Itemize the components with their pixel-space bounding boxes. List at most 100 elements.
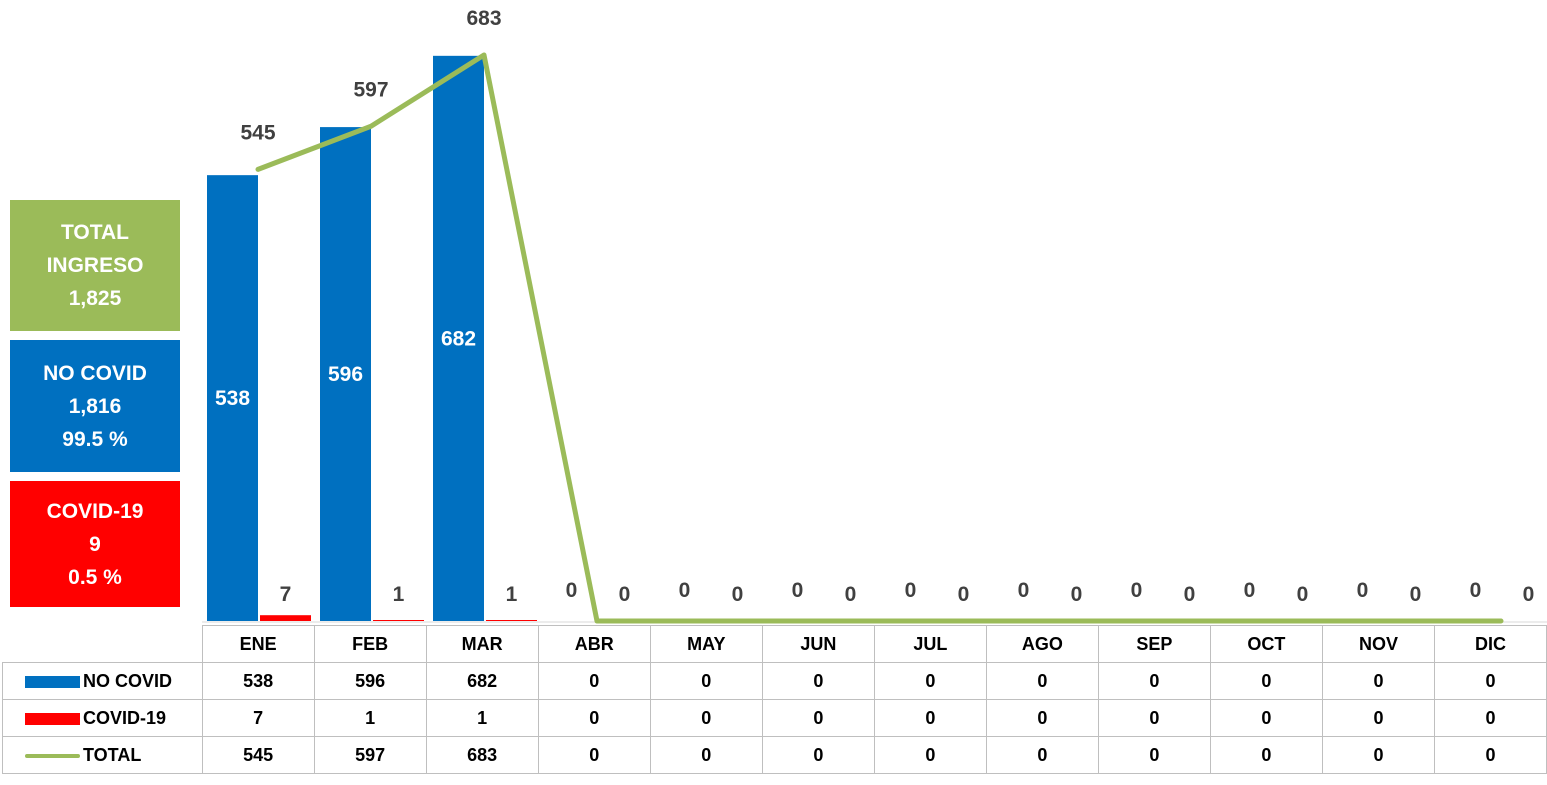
table-header-feb: FEB xyxy=(313,625,427,663)
table-cell: 0 xyxy=(873,662,987,700)
table-header-nov: NOV xyxy=(1321,625,1435,663)
table-cell: 0 xyxy=(873,699,987,737)
table-cell: 538 xyxy=(201,662,315,700)
table-cell: 7 xyxy=(201,699,315,737)
label-covid-abr: 0 xyxy=(619,583,631,606)
legend-total: TOTAL xyxy=(2,736,203,774)
label-covid-jun: 0 xyxy=(845,583,857,606)
table-header-mar: MAR xyxy=(425,625,539,663)
label-no-covid-abr: 0 xyxy=(566,579,578,602)
table-cell: 0 xyxy=(985,736,1099,774)
bar-no-covid-ene xyxy=(207,175,258,621)
table-cell: 0 xyxy=(1321,662,1435,700)
label-covid-nov: 0 xyxy=(1410,583,1422,606)
table-cell: 545 xyxy=(201,736,315,774)
label-no-covid-ene: 538 xyxy=(215,387,250,410)
legend-covid-label: COVID-19 xyxy=(83,707,167,728)
table-cell: 0 xyxy=(1209,736,1323,774)
table-header-sep: SEP xyxy=(1097,625,1211,663)
table-cell: 0 xyxy=(1433,699,1547,737)
table-cell: 0 xyxy=(649,699,763,737)
label-no-covid-feb: 596 xyxy=(328,363,363,386)
table-cell: 683 xyxy=(425,736,539,774)
label-total-ene: 545 xyxy=(240,121,275,144)
label-no-covid-ago: 0 xyxy=(1018,579,1030,602)
label-total-mar: 683 xyxy=(466,7,501,30)
covid-legend-key xyxy=(25,712,80,725)
table-cell: 0 xyxy=(1433,662,1547,700)
bar-no-covid-mar xyxy=(433,55,484,622)
legend-covid: COVID-19 xyxy=(2,699,203,737)
combo-chart: 538 7 596 1 682 1 0 0 0 0 0 0 0 0 0 0 0 0 0 0 0 0 0 0 545 597 683 xyxy=(202,7,1547,624)
table-header-may: MAY xyxy=(649,625,763,663)
table-header-ago: AGO xyxy=(985,625,1099,663)
table-cell: 1 xyxy=(313,699,427,737)
no-covid-value: 1,816 xyxy=(68,394,122,418)
bar-no-covid-feb xyxy=(320,127,371,622)
table-cell: 0 xyxy=(761,699,875,737)
covid-value: 9 xyxy=(89,532,101,556)
table-header-dic: DIC xyxy=(1433,625,1547,663)
table-cell: 0 xyxy=(649,662,763,700)
label-covid-mar: 1 xyxy=(506,583,518,606)
label-no-covid-jun: 0 xyxy=(792,579,804,602)
table-cell: 0 xyxy=(1097,662,1211,700)
table-cell: 0 xyxy=(1097,699,1211,737)
table-cell: 0 xyxy=(537,662,651,700)
label-no-covid-jul: 0 xyxy=(905,579,917,602)
no-covid-percent: 99.5 % xyxy=(62,427,128,451)
legend-no-covid: NO COVID xyxy=(2,662,203,700)
table-cell: 0 xyxy=(1321,699,1435,737)
label-covid-jul: 0 xyxy=(958,583,970,606)
table-header-row: ENE FEB MAR ABR MAY JUN JUL AGO SEP OCT NOV DIC xyxy=(3,625,1547,663)
total-legend-key xyxy=(25,753,80,758)
label-covid-dic: 0 xyxy=(1523,583,1535,606)
table-cell: 0 xyxy=(1209,699,1323,737)
table-header-jul: JUL xyxy=(873,625,987,663)
label-total-feb: 597 xyxy=(353,78,388,101)
covid-box: COVID-19 9 0.5 % xyxy=(10,481,180,607)
label-no-covid-sep: 0 xyxy=(1131,579,1143,602)
covid-percent: 0.5 % xyxy=(68,565,122,589)
label-no-covid-nov: 0 xyxy=(1357,579,1369,602)
table-cell: 596 xyxy=(313,662,427,700)
table-cell: 0 xyxy=(537,699,651,737)
table-cell: 0 xyxy=(985,699,1099,737)
table-cell: 0 xyxy=(873,736,987,774)
table-cell: 0 xyxy=(537,736,651,774)
total-ingreso-label-2: INGRESO xyxy=(46,254,144,277)
table-header-jun: JUN xyxy=(761,625,875,663)
total-ingreso-label: TOTAL xyxy=(60,221,130,244)
total-ingreso-value: 1,825 xyxy=(68,287,122,310)
no-covid-legend-key xyxy=(25,675,80,688)
label-no-covid-may: 0 xyxy=(679,579,691,602)
no-covid-label: NO COVID xyxy=(43,361,147,385)
label-covid-may: 0 xyxy=(732,583,744,606)
table-cell: 0 xyxy=(761,736,875,774)
label-covid-ene: 7 xyxy=(280,583,292,606)
line-total xyxy=(255,52,1504,624)
label-no-covid-dic: 0 xyxy=(1470,579,1482,602)
covid-label: COVID-19 xyxy=(46,499,144,523)
table-cell: 0 xyxy=(649,736,763,774)
legend-no-covid-label: NO COVID xyxy=(83,670,173,691)
legend-total-label: TOTAL xyxy=(83,744,142,765)
table-cell: 0 xyxy=(1433,736,1547,774)
table-corner xyxy=(3,626,203,663)
data-table: ENE FEB MAR ABR MAY JUN JUL AGO SEP OCT NOV DIC NO … xyxy=(2,625,1547,774)
table-row: TOTAL 545 597 683 0 0 0 0 0 0 0 0 0 xyxy=(2,736,1547,774)
table-cell: 682 xyxy=(425,662,539,700)
bar-covid-ene xyxy=(260,615,311,621)
table-cell: 0 xyxy=(1321,736,1435,774)
label-no-covid-oct: 0 xyxy=(1244,579,1256,602)
total-ingreso-box: TOTAL INGRESO 1,825 xyxy=(10,200,180,331)
table-header-oct: OCT xyxy=(1209,625,1323,663)
bar-covid-feb xyxy=(373,620,424,621)
label-covid-ago: 0 xyxy=(1071,583,1083,606)
bar-covid-mar xyxy=(486,620,537,621)
table-cell: 0 xyxy=(761,662,875,700)
table-row: NO COVID 538 596 682 0 0 0 0 0 0 0 0 0 xyxy=(2,662,1547,700)
label-covid-feb: 1 xyxy=(393,583,405,606)
label-no-covid-mar: 682 xyxy=(441,327,476,350)
